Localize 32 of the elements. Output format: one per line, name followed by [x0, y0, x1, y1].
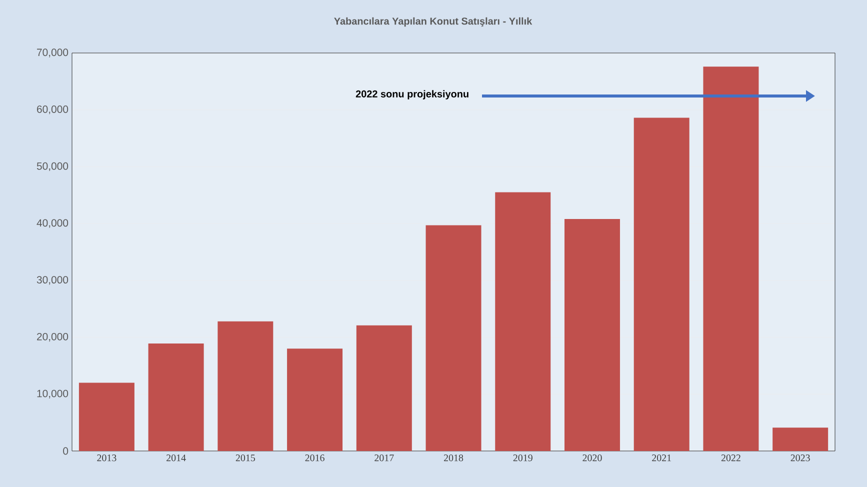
- bar: [78, 382, 134, 451]
- bar: [634, 118, 690, 451]
- x-tick-label: 2022: [721, 454, 740, 462]
- x-tick-label: 2017: [374, 454, 394, 462]
- bar: [148, 344, 204, 451]
- y-tick-label: 0: [63, 447, 68, 455]
- x-tick-label: 2013: [97, 454, 116, 462]
- bar: [426, 225, 482, 451]
- bar: [495, 192, 551, 451]
- x-tick-label: 2023: [790, 454, 810, 462]
- y-tick-label: 60,000: [37, 106, 68, 114]
- y-tick-label: 50,000: [36, 162, 68, 172]
- bar: [703, 66, 759, 451]
- x-tick-label: 2014: [166, 454, 186, 462]
- bar: [356, 325, 412, 451]
- chart-title: Yabancılara Yapılan Konut Satışları - Yıllık: [334, 17, 532, 27]
- x-tick-label: 2020: [582, 454, 602, 462]
- x-tick-label: 2021: [652, 454, 671, 462]
- annotation: 2022 sonu projeksiyonu: [356, 90, 468, 100]
- x-tick-label: 2015: [236, 454, 255, 462]
- y-tick-label: 30,000: [36, 276, 68, 285]
- bar: [218, 321, 274, 451]
- y-tick-label: 20,000: [37, 332, 68, 342]
- bar: [287, 348, 343, 451]
- y-tick-label: 10,000: [37, 390, 68, 398]
- bar: [772, 428, 828, 451]
- x-tick-label: 2019: [513, 454, 532, 462]
- y-tick-label: 40,000: [36, 219, 68, 228]
- x-tick-label: 2018: [444, 454, 464, 462]
- x-tick-label: 2016: [305, 454, 324, 462]
- bar: [564, 219, 620, 451]
- y-tick-label: 70,000: [37, 48, 68, 58]
